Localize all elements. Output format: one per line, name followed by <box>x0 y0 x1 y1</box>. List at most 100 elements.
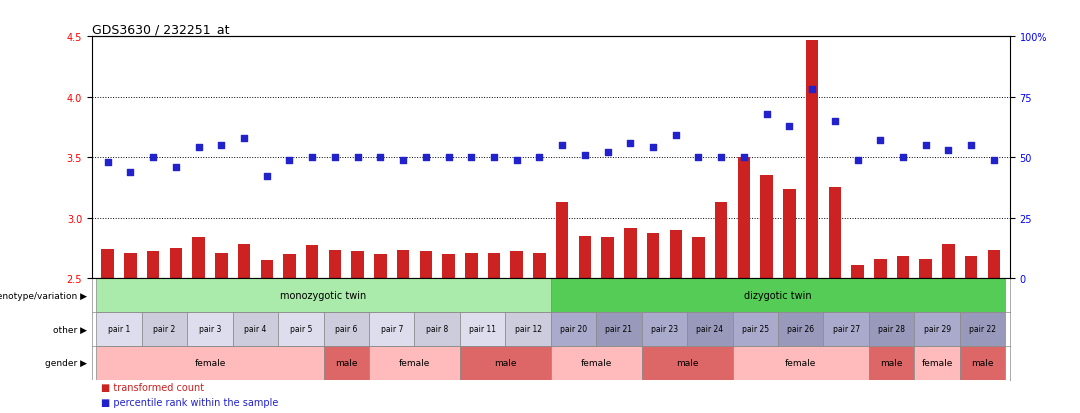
Text: male: male <box>495 358 516 368</box>
Bar <box>260 260 273 278</box>
Text: male: male <box>335 358 357 368</box>
Point <box>690 154 707 161</box>
Text: male: male <box>971 358 994 368</box>
Text: pair 8: pair 8 <box>427 325 448 334</box>
Bar <box>556 202 568 278</box>
Bar <box>851 265 864 278</box>
Bar <box>324 346 369 380</box>
Bar <box>328 251 341 278</box>
Text: other ▶: other ▶ <box>53 325 87 334</box>
Point <box>190 145 207 152</box>
Bar <box>602 237 613 278</box>
Text: pair 6: pair 6 <box>335 325 357 334</box>
Bar <box>369 312 415 346</box>
Bar <box>896 256 909 278</box>
Text: pair 26: pair 26 <box>787 325 814 334</box>
Point <box>235 135 253 142</box>
Bar <box>324 312 369 346</box>
Text: monozygotic twin: monozygotic twin <box>281 290 367 300</box>
Bar <box>715 202 728 278</box>
Bar <box>551 346 642 380</box>
Bar <box>465 253 477 278</box>
Point <box>530 154 548 161</box>
Text: female: female <box>785 358 816 368</box>
Text: ■ transformed count: ■ transformed count <box>102 382 204 392</box>
Text: pair 29: pair 29 <box>923 325 950 334</box>
Bar <box>670 230 683 278</box>
Point <box>577 152 594 159</box>
Point <box>849 157 866 164</box>
Bar <box>738 158 751 278</box>
Bar <box>374 254 387 278</box>
Bar <box>732 346 869 380</box>
Text: pair 4: pair 4 <box>244 325 267 334</box>
Bar <box>915 312 960 346</box>
Point <box>99 159 117 166</box>
Bar <box>960 312 1005 346</box>
Bar <box>102 249 114 278</box>
Text: pair 23: pair 23 <box>651 325 678 334</box>
Bar <box>596 312 642 346</box>
Bar <box>279 312 324 346</box>
Bar <box>351 252 364 278</box>
Bar <box>505 312 551 346</box>
Text: pair 22: pair 22 <box>969 325 996 334</box>
Bar <box>783 189 796 278</box>
Text: pair 11: pair 11 <box>469 325 496 334</box>
Text: male: male <box>880 358 903 368</box>
Bar <box>806 41 819 278</box>
Bar <box>732 312 778 346</box>
Text: genotype/variation ▶: genotype/variation ▶ <box>0 291 87 300</box>
Text: pair 25: pair 25 <box>742 325 769 334</box>
Point <box>894 154 912 161</box>
Bar <box>869 346 915 380</box>
Bar <box>232 312 279 346</box>
Point <box>940 147 957 154</box>
Text: female: female <box>399 358 430 368</box>
Point <box>145 154 162 161</box>
Bar <box>551 278 1005 312</box>
Point <box>781 123 798 130</box>
Point <box>462 154 480 161</box>
Bar <box>215 253 228 278</box>
Bar <box>942 244 955 278</box>
Point <box>122 169 139 176</box>
Text: GDS3630 / 232251_at: GDS3630 / 232251_at <box>92 23 229 36</box>
Point <box>645 145 662 152</box>
Point <box>417 154 434 161</box>
Point <box>735 154 753 161</box>
Point <box>622 140 639 147</box>
Point <box>917 142 934 149</box>
Bar <box>124 253 137 278</box>
Bar <box>760 176 773 278</box>
Bar <box>823 312 869 346</box>
Bar <box>647 234 659 278</box>
Text: ■ percentile rank within the sample: ■ percentile rank within the sample <box>102 396 279 407</box>
Text: pair 1: pair 1 <box>108 325 131 334</box>
Bar <box>419 252 432 278</box>
Point <box>372 154 389 161</box>
Text: pair 27: pair 27 <box>833 325 860 334</box>
Bar <box>579 236 591 278</box>
Text: pair 3: pair 3 <box>199 325 221 334</box>
Bar <box>396 251 409 278</box>
Point <box>667 133 685 139</box>
Bar <box>874 259 887 278</box>
Bar <box>915 346 960 380</box>
Bar <box>624 229 636 278</box>
Bar <box>964 256 977 278</box>
Bar <box>141 312 187 346</box>
Bar <box>147 252 160 278</box>
Bar <box>369 346 460 380</box>
Bar <box>919 259 932 278</box>
Bar <box>238 244 251 278</box>
Point <box>985 157 1002 164</box>
Text: pair 28: pair 28 <box>878 325 905 334</box>
Text: female: female <box>921 358 953 368</box>
Bar <box>642 312 687 346</box>
Point <box>804 87 821 93</box>
Text: pair 2: pair 2 <box>153 325 176 334</box>
Bar <box>443 254 455 278</box>
Text: pair 21: pair 21 <box>606 325 633 334</box>
Point <box>167 164 185 171</box>
